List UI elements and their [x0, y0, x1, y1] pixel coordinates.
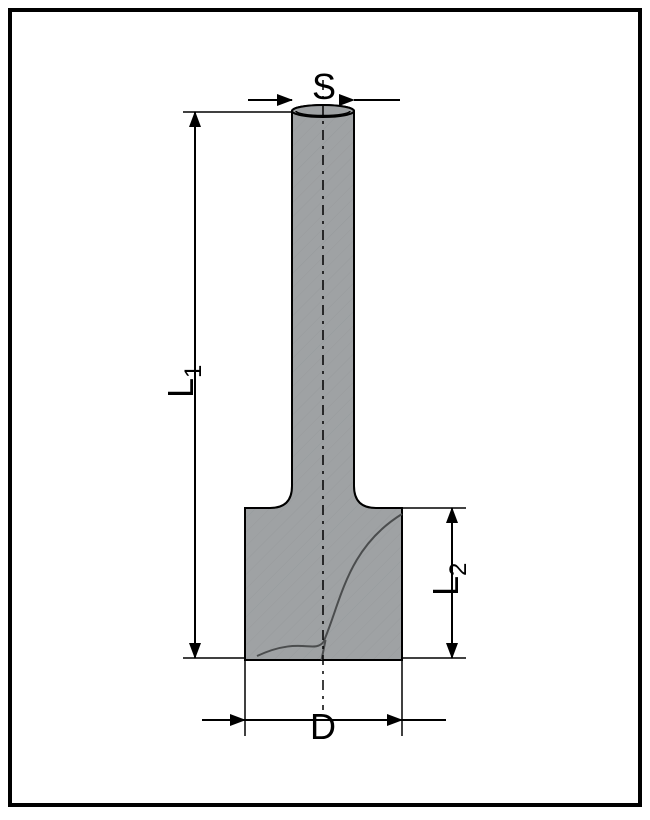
label-s: S	[312, 66, 336, 108]
label-l1: L1	[160, 365, 208, 398]
label-d: D	[310, 706, 336, 748]
outer-frame	[8, 8, 642, 807]
label-l2: L2	[425, 563, 473, 596]
